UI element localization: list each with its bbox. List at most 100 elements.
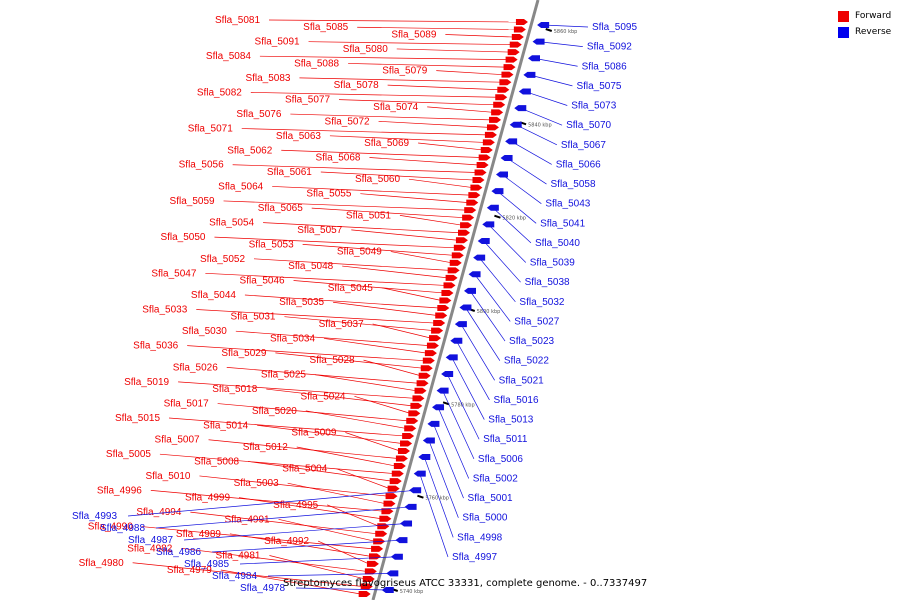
forward-gene-leader xyxy=(345,432,401,452)
forward-gene-label: Sfla_5081 xyxy=(215,15,260,26)
forward-gene-label: Sfla_4982 xyxy=(127,543,172,554)
forward-gene-leader xyxy=(178,381,415,399)
forward-gene-leader xyxy=(232,164,477,173)
forward-gene-leader xyxy=(348,63,506,68)
forward-gene-label: Sfla_5078 xyxy=(334,80,379,91)
forward-gene-label: Sfla_5033 xyxy=(142,304,187,315)
reverse-gene-arrow xyxy=(473,254,486,261)
forward-gene-leader xyxy=(250,92,498,98)
forward-gene-arrow xyxy=(410,402,423,409)
forward-gene-label: Sfla_4996 xyxy=(97,485,142,496)
forward-gene-leader xyxy=(263,222,461,234)
reverse-gene-leader xyxy=(515,124,558,146)
forward-gene-label: Sfla_5069 xyxy=(364,138,409,149)
forward-gene-arrow xyxy=(426,342,439,349)
forward-gene-leader xyxy=(214,236,456,249)
forward-gene-leader xyxy=(399,215,463,226)
reverse-gene-label: Sfla_5039 xyxy=(530,258,575,269)
reverse-gene-label: Sfla_4988 xyxy=(100,523,145,534)
forward-gene-arrow xyxy=(455,237,468,244)
forward-gene-arrow xyxy=(414,387,427,394)
reverse-gene-label: Sfla_5041 xyxy=(540,218,585,229)
reverse-gene-label: Sfla_5027 xyxy=(514,316,559,327)
forward-gene-leader xyxy=(235,330,429,346)
reverse-gene-label: Sfla_5086 xyxy=(582,61,627,72)
forward-gene-label: Sfla_5014 xyxy=(203,420,248,431)
forward-gene-label: Sfla_5009 xyxy=(291,428,336,439)
forward-gene-label: Sfla_5068 xyxy=(315,153,360,164)
forward-gene-label: Sfla_5004 xyxy=(282,464,327,475)
reverse-gene-label: Sfla_4978 xyxy=(240,583,285,594)
forward-gene-arrow xyxy=(497,86,510,93)
forward-gene-leader xyxy=(253,258,450,271)
forward-gene-leader xyxy=(272,186,471,196)
forward-gene-arrow xyxy=(447,267,460,274)
legend-reverse-label: Reverse xyxy=(855,27,892,37)
forward-gene-label: Sfla_5017 xyxy=(164,399,209,410)
forward-gene-arrow xyxy=(418,372,431,379)
reverse-gene-leader xyxy=(520,107,563,126)
forward-gene-label: Sfla_5007 xyxy=(155,435,200,446)
forward-gene-arrow xyxy=(464,207,477,214)
forward-gene-leader xyxy=(436,70,504,76)
forward-gene-arrow xyxy=(486,124,499,131)
forward-gene-arrow xyxy=(379,515,392,522)
forward-gene-leader xyxy=(314,374,417,392)
forward-gene-arrow xyxy=(460,222,473,229)
forward-gene-label: Sfla_5046 xyxy=(240,276,285,287)
forward-gene-leader xyxy=(418,142,483,151)
reverse-gene-leader xyxy=(239,556,397,565)
forward-gene-arrow xyxy=(462,214,475,221)
reverse-gene-label: Sfla_5070 xyxy=(566,120,611,131)
forward-gene-arrow xyxy=(513,26,526,33)
forward-gene-label: Sfla_5031 xyxy=(230,312,275,323)
reverse-gene-arrow xyxy=(413,470,426,477)
forward-gene-label: Sfla_4979 xyxy=(167,565,212,576)
reverse-gene-label: Sfla_5006 xyxy=(478,454,523,465)
forward-gene-label: Sfla_5053 xyxy=(249,239,294,250)
forward-gene-arrow xyxy=(478,154,491,161)
reverse-gene-label: Sfla_5000 xyxy=(462,513,507,524)
reverse-gene-label: Sfla_5075 xyxy=(576,81,621,92)
forward-gene-arrow xyxy=(472,177,485,184)
forward-gene-label: Sfla_5072 xyxy=(325,116,370,127)
reverse-gene-leader xyxy=(455,340,490,401)
forward-gene-label: Sfla_5063 xyxy=(276,131,321,142)
forward-gene-leader xyxy=(336,468,390,489)
forward-gene-arrow xyxy=(484,131,497,138)
forward-gene-leader xyxy=(308,41,512,45)
forward-gene-arrow xyxy=(499,79,512,86)
reverse-gene-arrow xyxy=(486,204,499,211)
forward-gene-leader xyxy=(299,77,502,83)
forward-gene-arrow xyxy=(515,19,528,25)
forward-gene-label: Sfla_5065 xyxy=(258,203,303,214)
forward-gene-arrow xyxy=(391,470,404,477)
forward-gene-leader xyxy=(293,280,444,294)
forward-gene-arrow xyxy=(406,417,419,424)
forward-gene-leader xyxy=(150,490,384,512)
reverse-gene-arrow xyxy=(409,487,422,494)
reverse-gene-label: Sfla_5038 xyxy=(525,277,570,288)
forward-gene-label: Sfla_5091 xyxy=(255,37,300,48)
forward-gene-arrow xyxy=(435,312,448,319)
scale-tick xyxy=(545,28,553,32)
reverse-gene-leader xyxy=(155,506,411,529)
forward-gene-leader xyxy=(320,171,475,181)
forward-gene-label: Sfla_5084 xyxy=(206,51,251,62)
forward-gene-leader xyxy=(369,157,479,166)
forward-gene-label: Sfla_5088 xyxy=(294,58,339,69)
legend-forward-label: Forward xyxy=(855,11,892,21)
forward-gene-leader xyxy=(196,309,436,324)
forward-gene-leader xyxy=(238,497,382,520)
forward-gene-arrow xyxy=(404,425,417,432)
reverse-gene-arrow xyxy=(518,88,531,95)
forward-gene-label: Sfla_5034 xyxy=(270,333,315,344)
forward-gene-arrow xyxy=(364,568,377,575)
scale-label: 5740 kbp xyxy=(400,589,424,595)
forward-gene-label: Sfla_5010 xyxy=(145,471,190,482)
reverse-gene-label: Sfla_4986 xyxy=(156,547,201,558)
forward-gene-arrow xyxy=(439,297,452,304)
forward-gene-label: Sfla_5077 xyxy=(285,95,330,106)
reverse-gene-leader xyxy=(267,573,393,577)
